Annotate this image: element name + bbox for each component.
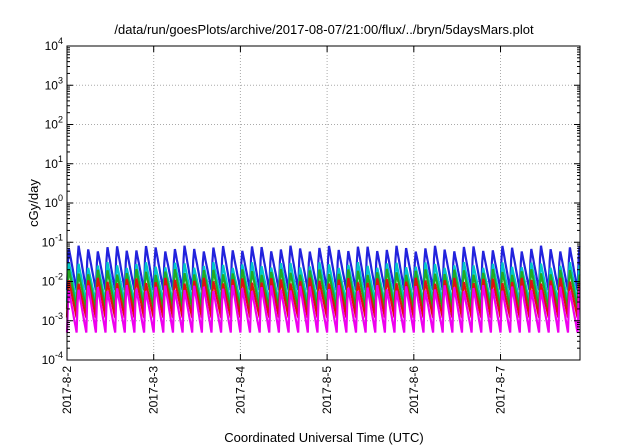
x-tick-label: 2017-8-4 — [233, 366, 247, 414]
series-line — [65, 277, 581, 318]
y-tick-label: 10-4 — [42, 350, 63, 367]
chart-title: /data/run/goesPlots/archive/2017-08-07/2… — [114, 22, 534, 37]
y-tick-label: 10-3 — [42, 311, 63, 328]
y-tick-label: 102 — [45, 115, 63, 132]
y-tick-label: 10-2 — [42, 272, 63, 289]
series-line — [65, 284, 581, 333]
x-tick-label: 2017-8-5 — [320, 366, 334, 414]
series-line — [65, 245, 581, 291]
y-tick-label: 104 — [45, 36, 63, 53]
x-tick-label: 2017-8-6 — [407, 366, 421, 414]
x-axis-label: Coordinated Universal Time (UTC) — [224, 430, 423, 445]
x-tick-label: 2017-8-3 — [147, 366, 161, 414]
x-tick-label: 2017-8-7 — [494, 366, 508, 414]
series-line — [65, 268, 581, 310]
y-axis-label: cGy/day — [26, 179, 41, 227]
y-tick-label: 100 — [45, 193, 63, 210]
y-tick-label: 10-1 — [42, 232, 63, 249]
y-tick-label: 101 — [45, 154, 63, 171]
x-tick-label: 2017-8-2 — [60, 366, 74, 414]
y-tick-label: 103 — [45, 75, 63, 92]
